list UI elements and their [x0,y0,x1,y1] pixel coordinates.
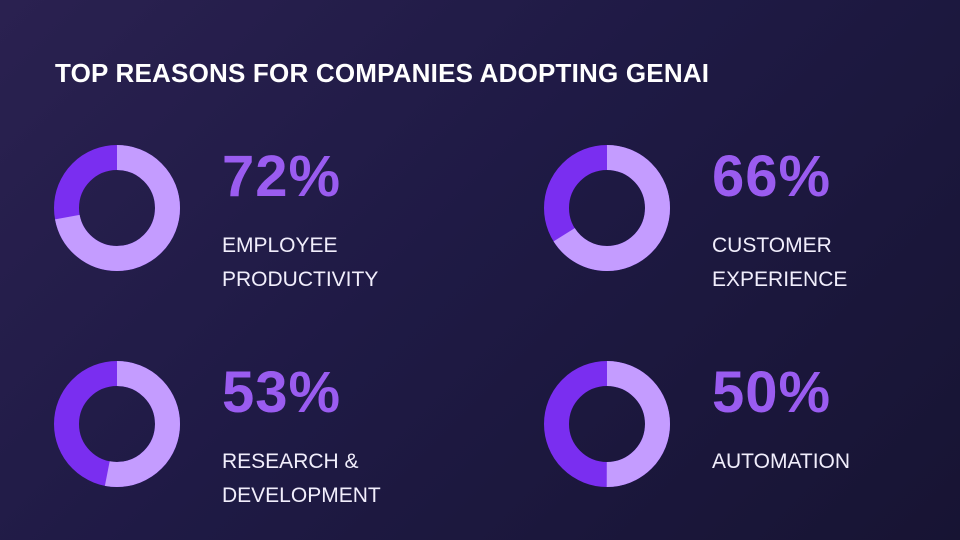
reason-label: AUTOMATION [712,445,952,479]
stat-automation: 50% AUTOMATION [544,361,960,531]
reason-label-line: RESEARCH & [222,445,462,479]
reason-label: CUSTOMER EXPERIENCE [712,229,952,297]
reason-label-line: EXPERIENCE [712,263,952,297]
reason-label-line: CUSTOMER [712,229,952,263]
donut-chart [54,361,180,487]
donut-chart [54,145,180,271]
reason-label-line: AUTOMATION [712,445,952,479]
reason-label: RESEARCH & DEVELOPMENT [222,445,462,513]
percent-value: 53% [222,361,341,425]
percent-value: 72% [222,145,341,209]
page-title: TOP REASONS FOR COMPANIES ADOPTING GENAI [55,58,709,89]
stat-customer-experience: 66% CUSTOMER EXPERIENCE [544,145,960,315]
stat-employee-productivity: 72% EMPLOYEE PRODUCTIVITY [54,145,474,315]
reason-label-line: EMPLOYEE [222,229,462,263]
percent-value: 50% [712,361,831,425]
donut-chart [544,145,670,271]
reason-label-line: PRODUCTIVITY [222,263,462,297]
donut-chart [544,361,670,487]
stat-research-development: 53% RESEARCH & DEVELOPMENT [54,361,474,531]
percent-value: 66% [712,145,831,209]
reason-label: EMPLOYEE PRODUCTIVITY [222,229,462,297]
reason-label-line: DEVELOPMENT [222,479,462,513]
